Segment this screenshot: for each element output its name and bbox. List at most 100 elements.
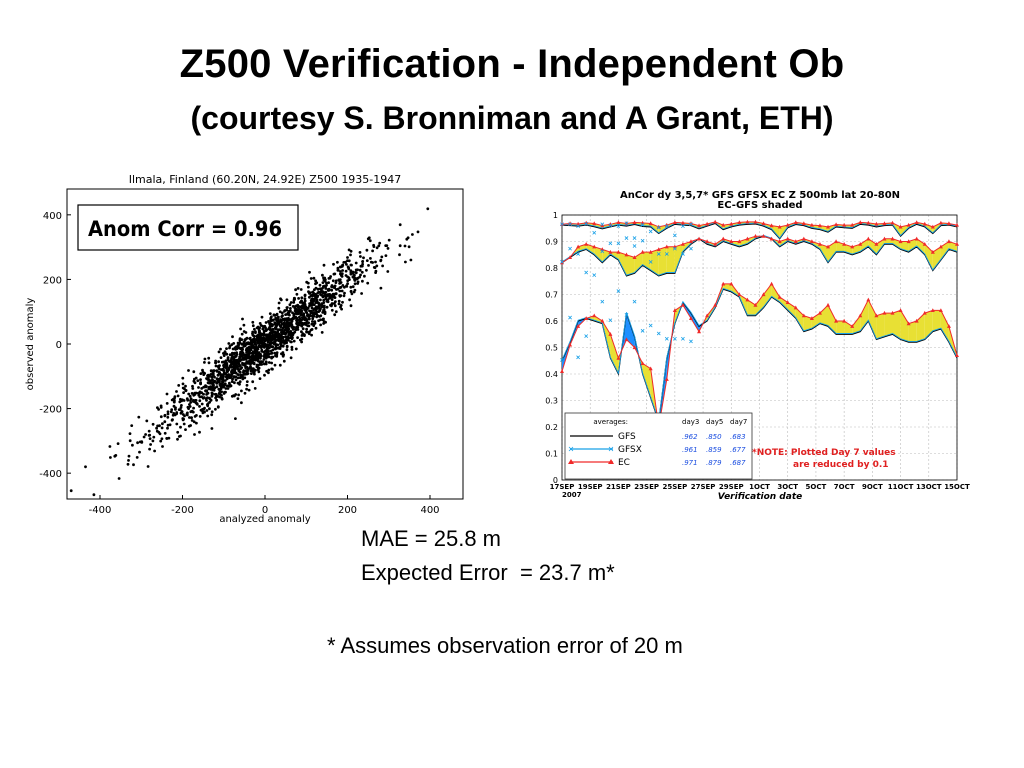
scatter-point (290, 345, 294, 349)
ancor-day3-ec-marker (842, 222, 847, 227)
scatter-point (241, 361, 244, 365)
scatter-point (322, 263, 326, 267)
scatter-point (270, 361, 273, 365)
scatter-point (320, 303, 324, 306)
scatter-point (256, 359, 260, 363)
scatter-point (287, 327, 291, 331)
ancor-day5-shade (666, 246, 675, 274)
ancor-x-axis-label: Verification date (718, 492, 802, 502)
scatter-point (241, 351, 245, 355)
scatter-point (287, 322, 291, 326)
scatter-point (230, 373, 234, 376)
ancor-day7-ec-marker (600, 318, 605, 323)
ancor-day3-gfs-line (561, 222, 958, 240)
ancor-day5-shade (860, 238, 869, 253)
ancor-day7-ec-marker (688, 316, 693, 320)
scatter-point (262, 358, 266, 361)
scatter-point (289, 301, 293, 304)
scatter-point (235, 353, 239, 356)
scatter-point (195, 414, 198, 417)
scatter-point (316, 287, 320, 291)
scatter-point (330, 298, 334, 301)
ancor-day5-gfsx-marker (640, 238, 645, 243)
ancor-day3-ec-marker (608, 222, 613, 226)
scatter-point (219, 356, 223, 359)
scatter-point (197, 386, 200, 389)
scatter-point (345, 285, 349, 288)
scatter-point (182, 422, 186, 426)
scatter-point (310, 322, 314, 326)
ancor-day5-shade (828, 241, 837, 263)
scatter-point (305, 307, 309, 310)
scatter-x-axis-label: analyzed anomaly (219, 514, 310, 525)
scatter-point (151, 422, 155, 426)
scatter-point (319, 323, 322, 327)
scatter-point (310, 293, 314, 297)
scatter-title: Ilmala, Finland (60.20N, 24.92E) Z500 19… (129, 173, 402, 186)
scatter-point (269, 324, 273, 328)
scatter-point (234, 371, 238, 375)
scatter-point (283, 332, 287, 335)
scatter-point (227, 342, 231, 345)
ancor-day5-ec-marker (834, 239, 839, 244)
scatter-point (192, 370, 196, 374)
scatter-point (217, 364, 221, 368)
scatter-point (334, 281, 338, 284)
scatter-point (243, 362, 247, 365)
scatter-point (296, 321, 299, 324)
anom-corr-box (77, 204, 299, 251)
scatter-point (349, 249, 353, 253)
scatter-point (181, 418, 185, 422)
scatter-point (203, 406, 206, 410)
scatter-point (253, 340, 257, 343)
ancor-legend-value: .962 (682, 433, 698, 441)
scatter-point (222, 369, 226, 372)
scatter-point (363, 274, 366, 278)
ancor-day3-ec-marker (688, 221, 693, 226)
ancor-day3-ec-marker (858, 220, 863, 225)
scatter-x-tick-label: 0 (262, 505, 268, 516)
scatter-point (366, 281, 370, 285)
slide-title: Z500 Verification - Independent Ob (179, 42, 845, 86)
ancor-x-tick-label: 11OCT (888, 483, 914, 491)
scatter-point (298, 307, 301, 311)
scatter-point (176, 437, 179, 441)
scatter-point (144, 433, 148, 436)
scatter-point (416, 230, 420, 234)
scatter-point (297, 310, 300, 314)
scatter-point (156, 406, 159, 409)
scatter-point (161, 422, 164, 426)
scatter-point (290, 326, 294, 329)
ancor-day7-gfsx-marker (640, 328, 645, 333)
scatter-point (296, 336, 299, 339)
scatter-point (241, 356, 245, 359)
scatter-point (281, 344, 285, 348)
scatter-point (266, 347, 270, 350)
scatter-point (312, 276, 316, 280)
ancor-day5-ec-marker (761, 234, 766, 238)
ancor-legend-series-name: GFSX (618, 445, 642, 455)
scatter-point (252, 358, 256, 361)
ancor-day7-shade (626, 313, 635, 348)
scatter-point (342, 294, 346, 298)
ancor-day3-ec-marker (906, 222, 911, 227)
scatter-point (238, 352, 242, 356)
scatter-point (285, 348, 289, 352)
scatter-point (250, 351, 254, 355)
ancor-day5-gfsx-line (561, 234, 958, 276)
ancor-day3-gfsx-marker (672, 233, 677, 238)
ancor-day5-shade (626, 254, 635, 276)
scatter-point (187, 392, 191, 396)
scatter-point (245, 383, 249, 387)
scatter-point (247, 347, 251, 351)
ancor-day7-ec-marker (858, 313, 863, 318)
ancor-day3-ec-marker (938, 220, 943, 225)
scatter-point (175, 411, 179, 414)
scatter-point (267, 361, 271, 364)
scatter-point (369, 257, 372, 260)
scatter-point (264, 360, 268, 364)
ancor-day7-gfsx-marker (568, 315, 572, 320)
scatter-point (242, 369, 246, 372)
scatter-point (300, 296, 304, 300)
ancor-day5-ec-marker (753, 234, 758, 238)
